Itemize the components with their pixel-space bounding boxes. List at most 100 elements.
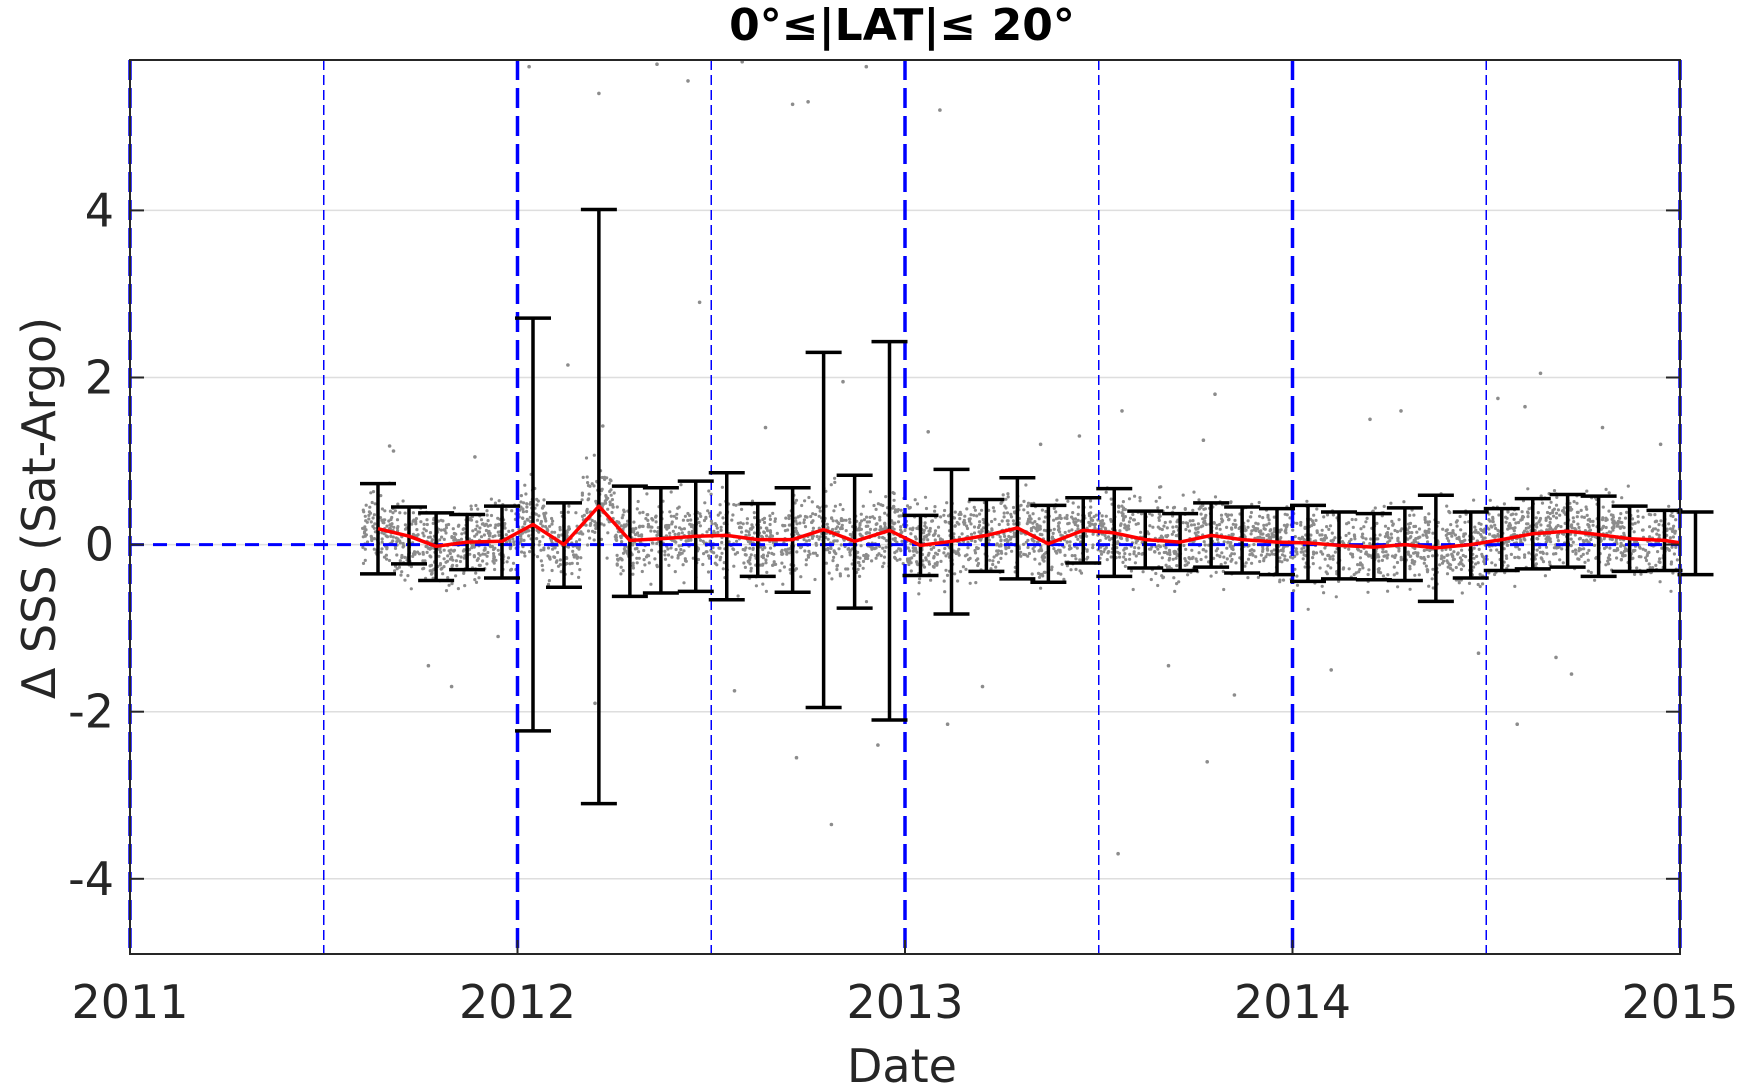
- scatter-point: [898, 557, 902, 561]
- scatter-point: [1246, 519, 1250, 523]
- scatter-point: [364, 519, 368, 523]
- scatter-point: [1175, 552, 1179, 556]
- scatter-point: [483, 523, 487, 528]
- scatter-point: [1160, 556, 1164, 560]
- scatter-point: [855, 528, 859, 532]
- scatter-point: [868, 527, 873, 532]
- scatter-point: [472, 554, 476, 558]
- scatter-point: [570, 572, 574, 576]
- scatter-point: [425, 518, 429, 522]
- scatter-point: [1560, 547, 1564, 551]
- scatter-point: [444, 560, 448, 564]
- scatter-point: [373, 522, 377, 526]
- scatter-point: [479, 535, 484, 539]
- scatter-point: [1506, 510, 1510, 514]
- scatter-point: [1648, 535, 1652, 539]
- scatter-point: [507, 529, 511, 534]
- scatter-point: [606, 496, 610, 500]
- scatter-point: [410, 522, 414, 526]
- scatter-point: [848, 520, 852, 525]
- scatter-point: [1608, 546, 1612, 550]
- scatter-point: [742, 561, 746, 565]
- scatter-point: [1399, 529, 1403, 533]
- scatter-point: [1490, 561, 1494, 565]
- scatter-point: [1107, 550, 1111, 554]
- scatter-point: [620, 516, 624, 520]
- scatter-point: [1038, 572, 1042, 577]
- scatter-point: [1279, 548, 1283, 553]
- scatter-point: [639, 533, 643, 537]
- scatter-outlier-point: [876, 743, 880, 747]
- scatter-point: [609, 493, 613, 497]
- scatter-point: [519, 494, 524, 498]
- scatter-point: [1233, 518, 1237, 523]
- scatter-point: [743, 553, 747, 557]
- scatter-point: [1365, 516, 1369, 521]
- scatter-point: [1615, 556, 1619, 560]
- scatter-point: [942, 513, 946, 517]
- scatter-point: [534, 512, 538, 516]
- scatter-point: [496, 548, 500, 552]
- scatter-point: [461, 549, 465, 553]
- scatter-point: [753, 554, 757, 558]
- scatter-point: [590, 482, 594, 486]
- scatter-point: [1318, 533, 1322, 537]
- scatter-point: [1315, 529, 1319, 533]
- scatter-outlier-point: [1658, 442, 1663, 447]
- scatter-point: [1225, 514, 1229, 519]
- scatter-point: [1228, 554, 1232, 558]
- scatter-point: [511, 528, 515, 533]
- scatter-point: [1031, 525, 1036, 529]
- scatter-point: [765, 534, 769, 538]
- scatter-point: [825, 522, 829, 526]
- scatter-point: [938, 537, 943, 541]
- scatter-point: [1322, 537, 1326, 541]
- scatter-point: [803, 549, 807, 553]
- scatter-point: [440, 535, 444, 539]
- scatter-point: [403, 555, 407, 560]
- scatter-point: [367, 513, 371, 518]
- scatter-point: [832, 555, 836, 560]
- scatter-point: [990, 519, 994, 524]
- scatter-point: [730, 518, 734, 522]
- scatter-point: [1607, 491, 1611, 495]
- scatter-point: [1358, 567, 1362, 572]
- scatter-point: [1453, 533, 1457, 537]
- scatter-point: [1622, 526, 1626, 530]
- scatter-point: [475, 524, 479, 528]
- scatter-point: [1610, 537, 1614, 542]
- scatter-point: [1218, 522, 1222, 527]
- scatter-point: [476, 507, 480, 511]
- scatter-point: [1250, 502, 1254, 506]
- scatter-point: [1006, 522, 1010, 527]
- scatter-point: [705, 530, 709, 534]
- scatter-point: [1562, 506, 1566, 510]
- scatter-point: [804, 563, 808, 567]
- scatter-point: [915, 550, 919, 554]
- scatter-point: [900, 539, 904, 543]
- scatter-point: [975, 514, 979, 518]
- scatter-point: [1623, 553, 1627, 558]
- scatter-point: [619, 572, 623, 576]
- scatter-point: [1291, 528, 1295, 532]
- scatter-point: [535, 497, 539, 501]
- scatter-point: [1575, 501, 1579, 505]
- scatter-point: [1364, 537, 1368, 541]
- scatter-point: [1494, 526, 1498, 531]
- scatter-point: [1292, 589, 1296, 593]
- scatter-point: [489, 513, 494, 518]
- scatter-point: [1380, 558, 1384, 563]
- scatter-point: [862, 553, 866, 558]
- scatter-point: [566, 545, 571, 549]
- scatter-point: [1386, 589, 1390, 593]
- scatter-point: [1669, 560, 1674, 564]
- scatter-point: [1462, 532, 1466, 536]
- scatter-point: [1257, 500, 1261, 505]
- scatter-point: [1314, 551, 1319, 555]
- scatter-point: [1189, 523, 1194, 527]
- scatter-point: [765, 570, 769, 575]
- scatter-point: [1448, 562, 1452, 567]
- scatter-point: [960, 532, 964, 536]
- scatter-point: [537, 530, 541, 534]
- scatter-point: [1386, 526, 1390, 531]
